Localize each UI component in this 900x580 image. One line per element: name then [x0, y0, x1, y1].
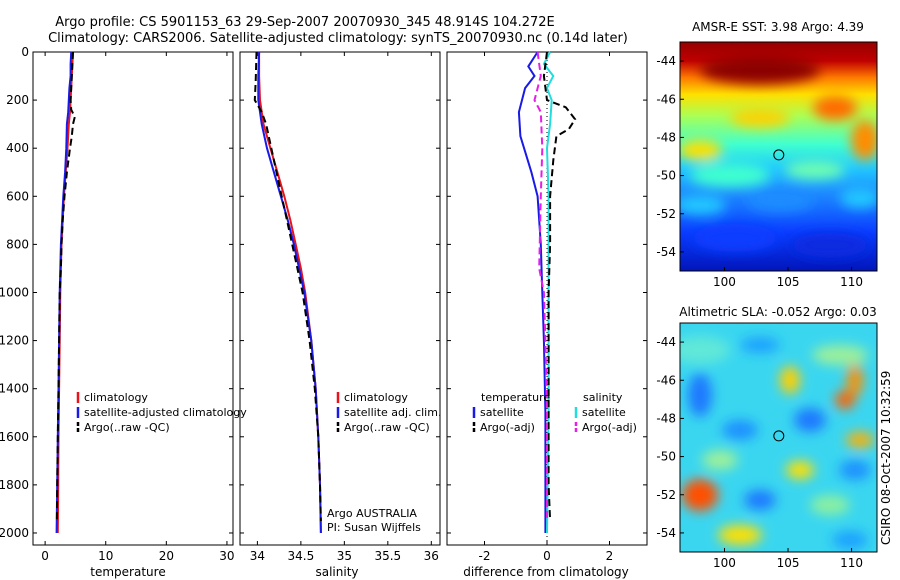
map-y-tick-label: -44 [656, 54, 676, 68]
argo-program-label: Argo AUSTRALIA [327, 507, 417, 520]
legend-label: satellite [480, 406, 524, 419]
depth-tick-label: 1400 [0, 382, 29, 396]
map-x-tick-label: 110 [840, 275, 863, 289]
depth-tick-label: 600 [6, 189, 29, 203]
x-tick-label: 20 [159, 549, 174, 563]
map-y-tick-label: -44 [656, 335, 676, 349]
temperature-axes [33, 52, 233, 545]
map-y-tick-label: -46 [656, 92, 676, 106]
x-tick-label: -2 [479, 549, 491, 563]
legend-label: Argo(-adj) [480, 421, 535, 434]
map-y-tick-label: -52 [656, 207, 676, 221]
depth-tick-label: 0 [21, 45, 29, 59]
legend-header-temperature: temperature [481, 391, 550, 404]
difference-xlabel: difference from climatology [463, 565, 629, 579]
map-x-tick-label: 105 [777, 275, 800, 289]
figure: Argo profile: CS 5901153_63 29-Sep-2007 … [0, 0, 900, 580]
csiro-timestamp: CSIRO 08-Oct-2007 10:32:59 [879, 371, 893, 545]
map-x-tick-label: 100 [713, 556, 736, 570]
legend-label: Argo(..raw -QC) [84, 421, 170, 434]
sla-map-title: Altimetric SLA: -0.052 Argo: 0.03 [679, 305, 876, 319]
x-tick-label: 0 [543, 549, 551, 563]
sst-map-title: AMSR-E SST: 3.98 Argo: 4.39 [692, 20, 864, 34]
salinity-axes [240, 52, 440, 545]
legend-label: Argo(..raw -QC) [344, 421, 430, 434]
legend-label: satellite adj. clim. [344, 406, 441, 419]
figure-title-line2: Climatology: CARS2006. Satellite-adjuste… [48, 31, 628, 46]
x-tick-label: 34.5 [288, 549, 315, 563]
x-tick-label: 35.5 [374, 549, 401, 563]
x-tick-label: 36 [424, 549, 439, 563]
sst-field [674, 37, 882, 276]
map-y-tick-label: -48 [656, 130, 676, 144]
x-tick-label: 10 [98, 549, 113, 563]
depth-tick-label: 1800 [0, 478, 29, 492]
legend-label: satellite [582, 406, 626, 419]
map-y-tick-label: -48 [656, 411, 676, 425]
map-x-tick-label: 105 [777, 556, 800, 570]
legend-header-salinity: salinity [583, 391, 623, 404]
depth-tick-label: 2000 [0, 526, 29, 540]
map-y-tick-label: -50 [656, 450, 676, 464]
map-y-tick-label: -52 [656, 488, 676, 502]
depth-tick-label: 200 [6, 93, 29, 107]
x-tick-label: 35 [337, 549, 352, 563]
salinity-xlabel: salinity [315, 565, 358, 579]
map-y-tick-label: -46 [656, 373, 676, 387]
legend-label: satellite-adjusted climatology [84, 406, 247, 419]
map-x-tick-label: 100 [713, 275, 736, 289]
depth-tick-label: 800 [6, 237, 29, 251]
legend-label: Argo(-adj) [582, 421, 637, 434]
figure-title-line1: Argo profile: CS 5901153_63 29-Sep-2007 … [55, 15, 555, 30]
temperature-xlabel: temperature [90, 565, 165, 579]
depth-tick-label: 400 [6, 141, 29, 155]
map-x-tick-label: 110 [840, 556, 863, 570]
x-tick-label: 0 [41, 549, 49, 563]
depth-tick-label: 1000 [0, 285, 29, 299]
sla-field [670, 318, 882, 557]
x-tick-label: 34 [250, 549, 265, 563]
argo-pi-label: PI: Susan Wijffels [327, 521, 421, 534]
depth-tick-label: 1600 [0, 430, 29, 444]
x-tick-label: 2 [606, 549, 614, 563]
x-tick-label: 30 [219, 549, 234, 563]
legend-label: climatology [84, 391, 148, 404]
depth-tick-label: 1200 [0, 334, 29, 348]
map-y-tick-label: -50 [656, 169, 676, 183]
legend-label: climatology [344, 391, 408, 404]
map-y-tick-label: -54 [656, 245, 676, 259]
map-y-tick-label: -54 [656, 526, 676, 540]
